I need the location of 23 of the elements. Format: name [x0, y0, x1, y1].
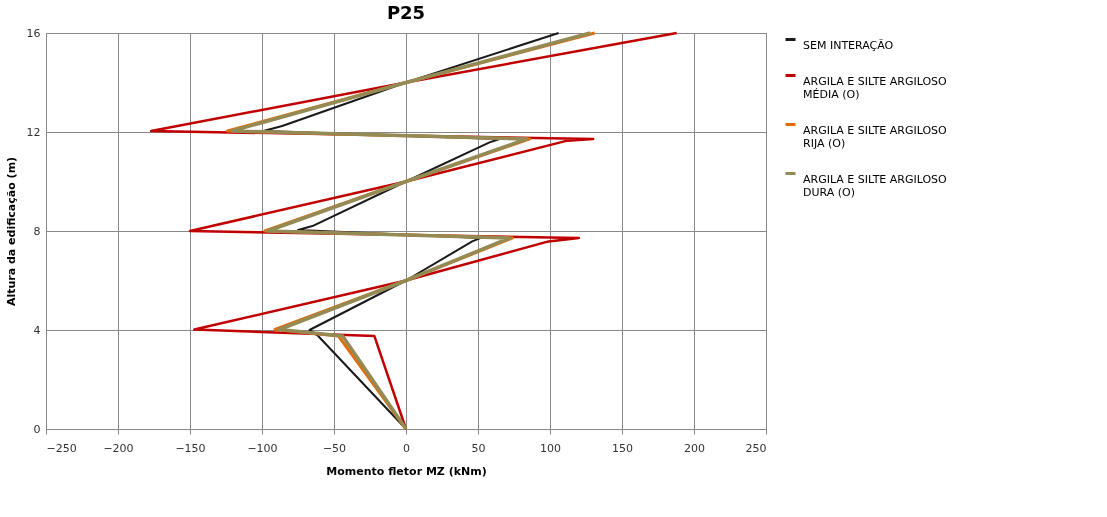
x-tick-label: −250 [46, 441, 77, 455]
y-tick-label: 16 [26, 26, 41, 40]
legend-label: SEM INTERAÇÃO [803, 38, 894, 52]
legend-label: ARGILA E SILTE ARGILOSO DURA (O) [803, 172, 948, 199]
x-tick-label: −150 [175, 441, 206, 455]
legend-label: ARGILA E SILTE ARGILOSO RIJA (O) [803, 123, 948, 150]
x-tick-label: −50 [322, 441, 347, 455]
chart-title: P25 [386, 2, 426, 23]
y-tick-label: 0 [33, 422, 41, 436]
x-tick-label: 50 [471, 441, 486, 455]
y-axis-title: Altura da edificação (m) [4, 156, 18, 307]
y-tick-label: 4 [33, 323, 41, 337]
y-tick-label: 12 [26, 125, 41, 139]
x-tick-label: 200 [684, 441, 705, 455]
legend-label: ARGILA E SILTE ARGILOSO MÉDIA (O) [803, 74, 948, 101]
x-tick-label: 250 [745, 441, 767, 455]
y-tick-label: 8 [33, 224, 41, 238]
x-tick-label: −200 [103, 441, 134, 455]
x-tick-label: 0 [403, 441, 410, 455]
x-tick-label: 100 [540, 441, 561, 455]
x-axis-title: Momento fletor MZ (kNm) [326, 464, 487, 478]
x-tick-label: −100 [247, 441, 278, 455]
x-tick-label: 150 [612, 441, 633, 455]
